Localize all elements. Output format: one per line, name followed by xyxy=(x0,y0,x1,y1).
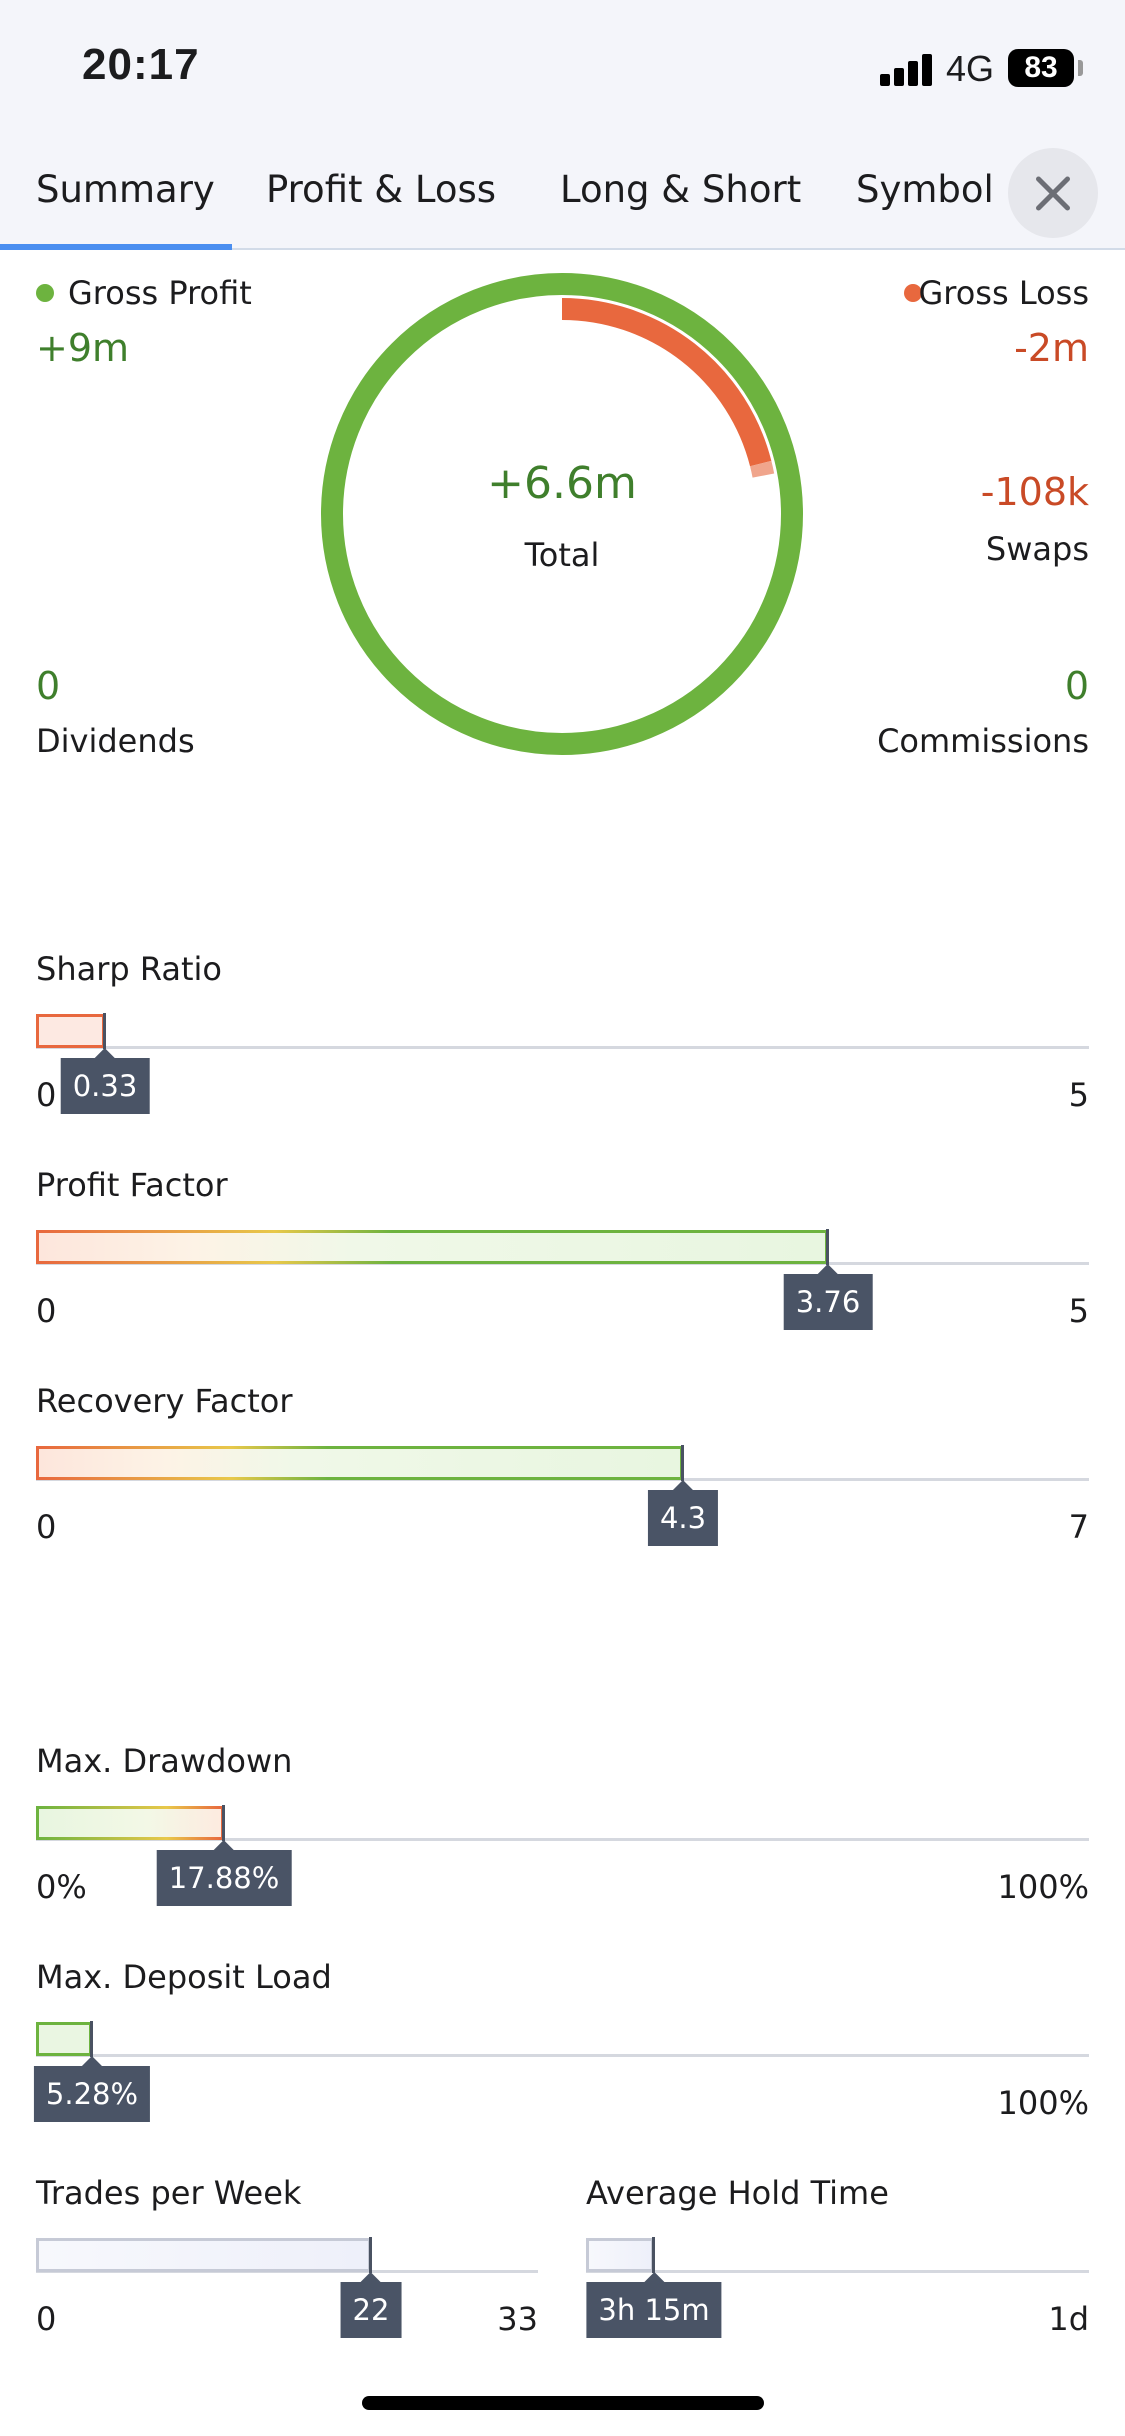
tab-symbol[interactable]: Symbol xyxy=(856,168,994,211)
dividends-value: 0 xyxy=(36,664,61,708)
average-hold-time-marker xyxy=(652,2237,655,2273)
dividends-label: Dividends xyxy=(36,722,195,760)
close-button[interactable] xyxy=(1008,148,1098,238)
header-background xyxy=(0,0,1125,250)
recovery-factor-max: 7 xyxy=(1068,1508,1089,1546)
tab-profit-loss[interactable]: Profit & Loss xyxy=(266,168,497,211)
sharp-ratio-max: 5 xyxy=(1068,1076,1089,1114)
sharp-ratio-min: 0 xyxy=(36,1076,57,1114)
max-deposit-load-track xyxy=(36,2054,1089,2057)
recovery-factor-title: Recovery Factor xyxy=(36,1382,293,1420)
profit-ring xyxy=(321,273,803,755)
sharp-ratio-marker xyxy=(103,1013,106,1049)
profit-factor-max: 5 xyxy=(1068,1292,1089,1330)
tab-long-short[interactable]: Long & Short xyxy=(560,168,802,211)
tab-bar: Summary Profit & Loss Long & Short Symbo… xyxy=(0,150,1125,250)
active-tab-indicator xyxy=(0,244,232,250)
battery-tip xyxy=(1078,60,1083,76)
max-deposit-load-marker xyxy=(90,2021,93,2057)
swaps-label: Swaps xyxy=(985,530,1089,568)
trades-per-week-title: Trades per Week xyxy=(36,2174,302,2212)
gross-profit-value: +9m xyxy=(36,326,130,370)
trades-per-week-min: 0 xyxy=(36,2300,57,2338)
profit-loss-donut xyxy=(321,273,803,755)
recovery-factor-bar xyxy=(36,1446,683,1480)
max-drawdown-value-tooltip: 17.88% xyxy=(156,1840,292,1906)
profit-factor-title: Profit Factor xyxy=(36,1166,228,1204)
recovery-factor-min: 0 xyxy=(36,1508,57,1546)
total-value: +6.6m xyxy=(487,458,637,509)
sharp-ratio-title: Sharp Ratio xyxy=(36,950,222,988)
home-indicator xyxy=(362,2396,764,2410)
tab-summary[interactable]: Summary xyxy=(36,168,215,211)
max-deposit-load-max: 100% xyxy=(997,2084,1089,2122)
recovery-factor-marker xyxy=(681,1445,684,1481)
max-deposit-load-bar xyxy=(36,2022,92,2056)
average-hold-time-bar xyxy=(586,2238,654,2272)
gross-loss-legend-dot xyxy=(904,284,922,302)
tabs-divider xyxy=(0,248,1125,250)
max-drawdown-marker xyxy=(222,1805,225,1841)
swaps-arc xyxy=(750,460,775,478)
profit-factor-value-tooltip: 3.76 xyxy=(783,1264,873,1330)
sharp-ratio-value-tooltip: 0.33 xyxy=(60,1048,150,1114)
commissions-label: Commissions xyxy=(877,722,1089,760)
max-drawdown-bar xyxy=(36,1806,224,1840)
trades-per-week-max: 33 xyxy=(497,2300,538,2338)
sharp-ratio-bar xyxy=(36,1014,105,1048)
gross-loss-label: Gross Loss xyxy=(918,274,1089,312)
loss-arc xyxy=(561,298,772,467)
trades-per-week-bar xyxy=(36,2238,371,2272)
average-hold-time-max: 1d xyxy=(1048,2300,1089,2338)
average-hold-time-value-tooltip: 3h 15m xyxy=(586,2272,722,2338)
max-drawdown-min: 0% xyxy=(36,1868,87,1906)
profit-factor-marker xyxy=(826,1229,829,1265)
network-type: 4G xyxy=(946,48,995,89)
swaps-value: -108k xyxy=(980,470,1089,514)
total-label: Total xyxy=(524,536,600,574)
profit-factor-min: 0 xyxy=(36,1292,57,1330)
sharp-ratio-track xyxy=(36,1046,1089,1049)
average-hold-time-title: Average Hold Time xyxy=(586,2174,889,2212)
max-deposit-load-title: Max. Deposit Load xyxy=(36,1958,332,1996)
gross-profit-legend-dot xyxy=(36,284,54,302)
commissions-value: 0 xyxy=(1064,664,1089,708)
battery-icon: 83 xyxy=(1008,49,1074,87)
gross-loss-value: -2m xyxy=(1014,326,1089,370)
gross-profit-label: Gross Profit xyxy=(68,274,252,312)
max-deposit-load-value-tooltip: 5.28% xyxy=(33,2056,151,2122)
recovery-factor-value-tooltip: 4.3 xyxy=(647,1480,719,1546)
trades-per-week-value-tooltip: 22 xyxy=(340,2272,402,2338)
profit-factor-bar xyxy=(36,1230,828,1264)
max-drawdown-title: Max. Drawdown xyxy=(36,1742,293,1780)
status-time: 20:17 xyxy=(82,40,200,89)
max-drawdown-track xyxy=(36,1838,1089,1841)
average-hold-time-track xyxy=(586,2270,1089,2273)
max-drawdown-max: 100% xyxy=(997,1868,1089,1906)
trades-per-week-marker xyxy=(369,2237,372,2273)
signal-icon xyxy=(880,54,936,86)
